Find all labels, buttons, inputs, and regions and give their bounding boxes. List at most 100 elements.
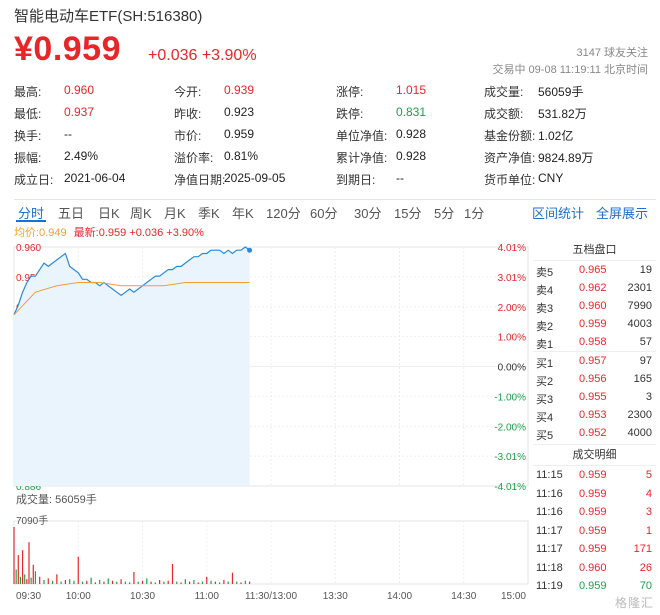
stat-cell: 最高: 0.960 (14, 83, 94, 100)
stat-label: 最低: (14, 107, 42, 121)
stat-cell: 昨收: 0.923 (174, 105, 254, 122)
stat-cell: 资产净值: 9824.89万 (484, 149, 593, 166)
stat-value: 0.831 (396, 105, 427, 119)
stats-grid: 最高: 0.960 今开: 0.939 涨停: 1.015 成交量: 56059手 最低: 0.9… (14, 83, 654, 193)
latest-price-legend: 最新:0.959 +0.036 +3.90% (73, 227, 204, 239)
tab-8[interactable]: 60分 (310, 206, 338, 221)
deal-price: 0.959 (579, 524, 607, 537)
stats-row: 换手: -- 市价: 0.959 单位净值: 0.928 基金份额: 1.02亿 (14, 127, 654, 149)
book-level: 买3 (536, 394, 554, 406)
stat-value: 0.928 (396, 149, 427, 163)
deal-row: 11:16 0.959 4 (533, 485, 656, 504)
book-volume: 165 (633, 373, 652, 385)
book-level: 买1 (536, 358, 554, 370)
stat-value: 0.81% (224, 149, 259, 163)
pct-tick-label: 3.01% (498, 273, 526, 284)
trading-status: 交易中 09-08 11:19:11 北京时间 (492, 64, 649, 76)
active-tab-underline (16, 220, 46, 222)
deal-time: 11:16 (536, 487, 563, 500)
book-level: 卖1 (536, 339, 554, 351)
book-price: 0.962 (579, 282, 607, 294)
deal-row: 11:16 0.959 3 (533, 503, 656, 522)
stats-row: 最高: 0.960 今开: 0.939 涨停: 1.015 成交量: 56059手 (14, 83, 654, 105)
volume-max-label: 7090手 (16, 514, 48, 527)
book-level: 卖2 (536, 321, 554, 333)
book-row: 卖4 0.962 2301 (533, 279, 656, 297)
stat-label: 跌停: (336, 107, 364, 121)
tab-4[interactable]: 月K (164, 206, 186, 221)
book-row: 卖3 0.960 7990 (533, 297, 656, 315)
x-tick-label: 09:30 (16, 591, 41, 602)
book-price: 0.956 (579, 373, 607, 385)
pct-tick-label: 0.00% (498, 363, 526, 374)
stat-cell: 今开: 0.939 (174, 83, 254, 100)
stats-row: 最低: 0.937 昨收: 0.923 跌停: 0.831 成交额: 531.82万 (14, 105, 654, 127)
stat-label: 最高: (14, 85, 42, 99)
x-tick-label: 14:30 (451, 591, 476, 602)
avg-price-legend: 均价:0.949 (14, 227, 67, 239)
stat-cell: 货币单位: CNY (484, 171, 563, 188)
tab-2[interactable]: 日K (98, 206, 120, 221)
chart-legend: 均价:0.949 最新:0.959 +0.036 +3.90% (14, 224, 204, 240)
watermark-logo: 格隆汇 (614, 596, 654, 610)
stat-cell: 跌停: 0.831 (336, 105, 426, 122)
fullscreen-link[interactable]: 全屏展示 (596, 206, 649, 221)
stat-label: 资产净值: (484, 151, 536, 165)
ask-list: 卖5 0.965 19 卖4 0.962 2301 卖3 0.960 7990 卖2 0.959 40… (533, 261, 656, 351)
tab-5[interactable]: 季K (198, 206, 220, 221)
price-area (14, 247, 250, 486)
avg-price-line (13, 282, 250, 316)
pct-tick-label: 4.01% (498, 243, 526, 254)
tab-10[interactable]: 15分 (394, 206, 422, 221)
stat-label: 单位净值: (336, 129, 388, 143)
tab-6[interactable]: 年K (232, 206, 254, 221)
current-price: ¥0.959 (14, 30, 121, 68)
deal-volume: 3 (645, 506, 652, 518)
stat-label: 净值日期: (174, 173, 226, 187)
pct-tick-label: 1.00% (498, 333, 526, 344)
book-row: 买5 0.952 4000 (533, 424, 656, 442)
stat-label: 到期日: (336, 173, 376, 187)
tab-9[interactable]: 30分 (354, 206, 382, 221)
stat-value: 0.923 (224, 105, 255, 119)
deal-row: 11:15 0.959 5 (533, 466, 656, 485)
tab-0[interactable]: 分时 (18, 206, 45, 221)
price-line (13, 246, 250, 316)
stat-value: 531.82万 (538, 107, 587, 121)
stat-value: 1.015 (396, 83, 427, 97)
book-level: 卖3 (536, 303, 554, 315)
deal-price: 0.959 (579, 469, 607, 481)
deal-volume: 26 (639, 561, 652, 574)
followers-count[interactable]: 3147 球友关注 (576, 47, 648, 59)
tab-7[interactable]: 120分 (266, 206, 301, 221)
range-stats-link[interactable]: 区间统计 (532, 206, 585, 221)
book-row: 卖1 0.958 57 (533, 333, 656, 351)
tab-12[interactable]: 1分 (464, 206, 485, 221)
tab-1[interactable]: 五日 (58, 206, 85, 221)
book-row: 买3 0.955 3 (533, 388, 656, 406)
stat-label: 成交量: (484, 85, 524, 99)
pct-tick-label: -1.00% (494, 392, 526, 403)
tab-11[interactable]: 5分 (434, 206, 455, 221)
stat-cell: 换手: -- (14, 127, 72, 144)
stat-cell: 净值日期: 2025-09-05 (174, 171, 285, 188)
book-price: 0.959 (579, 318, 607, 330)
book-divider (533, 351, 656, 352)
deal-time: 11:15 (536, 469, 563, 481)
stat-cell: 市价: 0.959 (174, 127, 254, 144)
x-tick-label: 11:30/13:00 (245, 591, 298, 602)
stat-value: 0.937 (64, 105, 95, 119)
tab-3[interactable]: 周K (130, 206, 152, 221)
stat-label: 涨停: (336, 85, 364, 99)
book-row: 卖2 0.959 4003 (533, 315, 656, 333)
stat-value: 0.928 (396, 127, 427, 141)
stat-cell: 涨停: 1.015 (336, 83, 426, 100)
pct-tick-label: -4.01% (494, 482, 526, 493)
pct-tick-label: -2.00% (494, 422, 526, 433)
deal-volume: 4 (645, 487, 652, 500)
stat-value: CNY (538, 171, 564, 185)
deal-price: 0.959 (579, 506, 607, 518)
stat-label: 基金份额: (484, 129, 536, 143)
stat-label: 成交额: (484, 107, 524, 121)
